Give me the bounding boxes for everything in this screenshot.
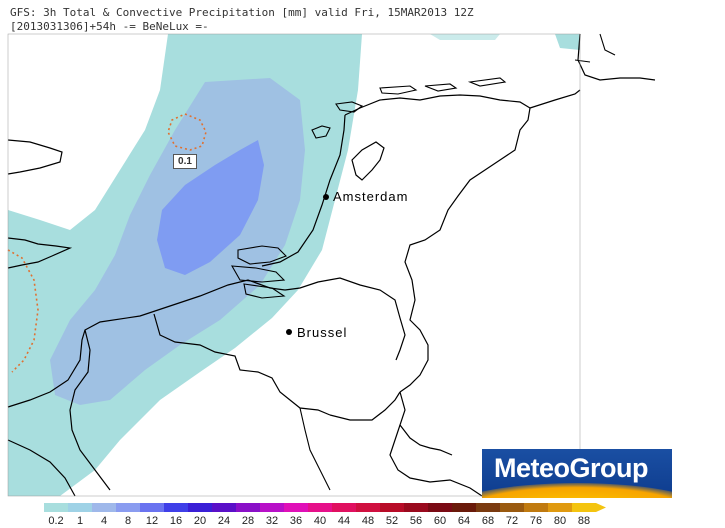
wadden-island-ameland: [424, 83, 458, 92]
colorbar-tick-label: 60: [433, 515, 447, 527]
brussel-dot: [286, 329, 292, 335]
colorbar-tick-label: 20: [193, 515, 207, 527]
island-zeeland-2: [231, 265, 286, 283]
colorbar-segment: [380, 503, 404, 512]
colorbar-segment: [404, 503, 428, 512]
coast-netherlands: [261, 114, 346, 267]
colorbar-segment: [260, 503, 284, 512]
coast-germany: [529, 89, 581, 109]
colorbar-tick-label: 8: [124, 515, 132, 527]
contour-0.1-west: [7, 249, 39, 373]
colorbar-tick-label: 68: [481, 515, 495, 527]
border-france-belgium: [153, 313, 331, 416]
city-label-amsterdam: Amsterdam: [333, 189, 409, 204]
colorbar-segment: [140, 503, 164, 512]
wadden-island-texel: [311, 125, 331, 139]
map-frame: [7, 33, 581, 497]
colorbar-segment: [188, 503, 212, 512]
colorbar-tick-label: 4: [100, 515, 108, 527]
coast-north-netherlands: [344, 94, 531, 116]
colorbar-segment: [548, 503, 572, 512]
colorbar-segment: [332, 503, 356, 512]
colorbar-tick-label: 88: [577, 515, 591, 527]
colorbar-segment: [500, 503, 524, 512]
ijsselmeer-shore: [351, 141, 385, 181]
colorbar-segment: [236, 503, 260, 512]
border-belgium-luxembourg: [399, 391, 453, 456]
colorbar-tick-label: 12: [145, 515, 159, 527]
colorbar-segment: [356, 503, 380, 512]
colorbar-segment: [212, 503, 236, 512]
colorbar-segment: [164, 503, 188, 512]
map-title: GFS: 3h Total & Convective Precipitation…: [10, 6, 474, 19]
border-belgium-south: [329, 391, 401, 421]
logo-text: MeteoGroup: [494, 453, 649, 483]
uk-coast-kent: [7, 237, 73, 269]
colorbar-tick-label: 52: [385, 515, 399, 527]
colorbar-tick-label: 40: [313, 515, 327, 527]
colorbar-segment: [428, 503, 452, 512]
colorbar-segment: [524, 503, 548, 512]
colorbar-tick-label: 48: [361, 515, 375, 527]
colorbar-tick-label: 36: [289, 515, 303, 527]
coast-france-belgium: [7, 279, 286, 408]
precip-patch-top-right: [555, 34, 580, 50]
wadden-island-schiermonnikoog: [467, 77, 507, 87]
border-netherlands-belgium: [284, 277, 406, 361]
precip-area-core: [157, 140, 264, 275]
colorbar-segment: [68, 503, 92, 512]
colorbar-segment: [452, 503, 476, 512]
colorbar-segment: [92, 503, 116, 512]
island-zeeland-3: [243, 283, 286, 299]
colorbar-tick-label: 76: [529, 515, 543, 527]
city-label-brussel: Brussel: [297, 325, 348, 340]
wadden-island-terschelling: [379, 85, 418, 95]
amsterdam-dot: [323, 194, 329, 200]
colorbar-tick-label: 72: [505, 515, 519, 527]
colorbar-tick-label: 32: [265, 515, 279, 527]
colorbar-legend: [44, 503, 606, 512]
colorbar-segment: [572, 503, 596, 512]
colorbar-arrow: [596, 503, 606, 512]
colorbar-segment: [308, 503, 332, 512]
contour-value-label: 0.1: [173, 154, 197, 169]
colorbar-segment: [116, 503, 140, 512]
map-subtitle: [2013031306]+54h -= BeNeLux =-: [10, 20, 209, 33]
contour-0.1-north: [167, 113, 207, 151]
colorbar-segment: [44, 503, 68, 512]
coast-fragment: [574, 59, 591, 63]
colorbar-tick-label: 0.2: [48, 515, 64, 527]
colorbar-tick-label: 56: [409, 515, 423, 527]
colorbar-tick-label: 1: [76, 515, 84, 527]
border-fragment: [299, 407, 331, 491]
meteogroup-logo: MeteoGroup: [482, 449, 672, 498]
colorbar-tick-label: 24: [217, 515, 231, 527]
colorbar-segment: [476, 503, 500, 512]
precip-patch-top: [430, 34, 500, 40]
france-inner-border: [69, 329, 111, 491]
colorbar-segment: [284, 503, 308, 512]
colorbar-tick-label: 44: [337, 515, 351, 527]
colorbar-tick-label: 64: [457, 515, 471, 527]
uk-coast-east-anglia: [7, 139, 63, 175]
coast-fragment-2: [599, 33, 616, 56]
border-netherlands-germany: [399, 107, 531, 393]
colorbar-tick-label: 16: [169, 515, 183, 527]
colorbar-tick-label: 80: [553, 515, 567, 527]
logo-sun-arc: [482, 483, 672, 498]
coast-jutland: [577, 33, 656, 81]
island-zeeland-1: [237, 245, 287, 265]
border-luxembourg-france: [389, 424, 483, 497]
france-coast-south: [7, 439, 76, 497]
colorbar-tick-label: 28: [241, 515, 255, 527]
